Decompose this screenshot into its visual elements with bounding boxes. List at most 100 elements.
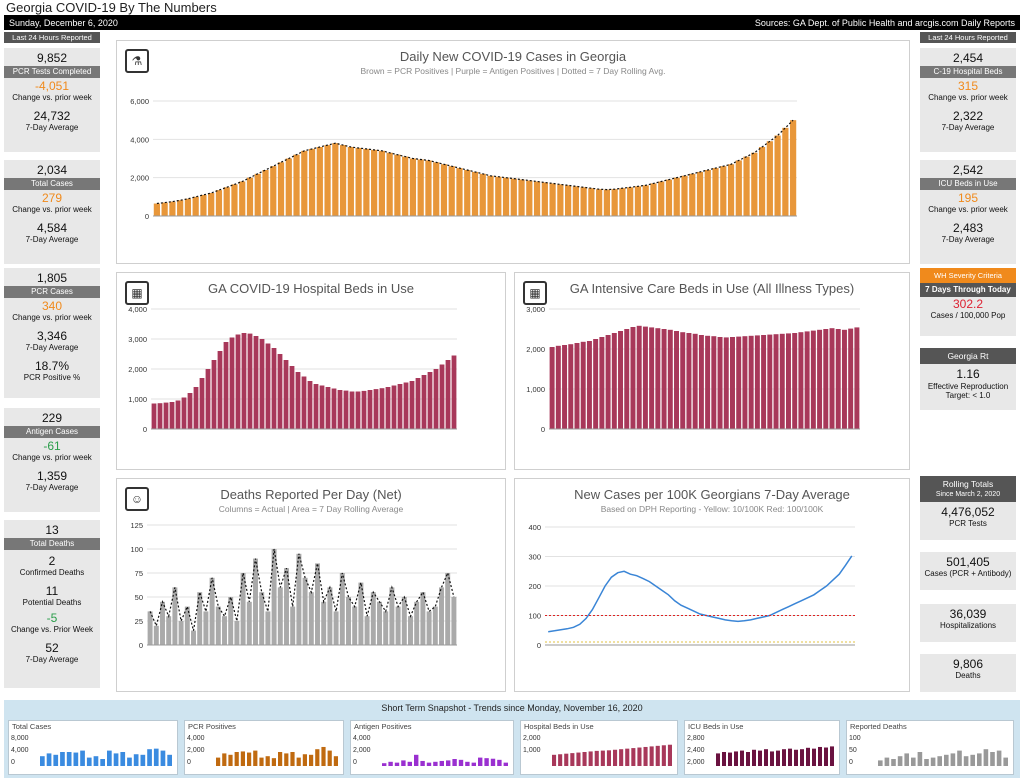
bar [767, 334, 773, 429]
snapshot-label: Hospital Beds in Use [524, 722, 594, 731]
snapshot-bar [113, 753, 119, 766]
snapshot-card: Total Cases 8,000 4,000 0 [8, 720, 178, 775]
stat-average-label: 7-Day Average [941, 235, 995, 245]
snapshot-tick: 2,400 [687, 747, 705, 754]
bar [397, 384, 403, 429]
bar [355, 391, 361, 429]
snapshot-tick: 4,000 [353, 735, 371, 742]
bar [603, 189, 611, 216]
bar [315, 563, 320, 645]
stat-value: 9,852 [36, 51, 68, 65]
snapshot-bar [439, 760, 444, 766]
snapshot-bar [996, 750, 1002, 766]
chart-title-hosp: GA COVID-19 Hospital Beds in Use [208, 281, 414, 296]
snapshot-bar [216, 757, 221, 766]
bar [193, 387, 199, 429]
report-date: Sunday, December 6, 2020 [9, 17, 118, 28]
bar [599, 337, 605, 429]
bar [580, 341, 586, 429]
stat-change: -4,051 [34, 78, 70, 93]
rt-target: Target: < 1.0 [945, 391, 991, 401]
snapshot-bar [401, 760, 406, 766]
snapshot-tick: 2,800 [687, 735, 705, 742]
chart-icu-beds: 3,000 2,000 1,000 0 [526, 305, 860, 434]
bar [751, 152, 758, 216]
stat-change-label: Change vs. prior week [928, 205, 1008, 215]
stat-card: 2,454 C-19 Hospital Beds 315 Change vs. pri… [920, 48, 1016, 152]
bar [200, 194, 207, 216]
bar [283, 360, 289, 429]
bar [153, 203, 160, 216]
bar [270, 166, 277, 216]
stat-average-label: 7-Day Average [25, 343, 79, 353]
bar [205, 369, 211, 429]
bar [203, 611, 209, 645]
snapshot-bar [253, 750, 258, 766]
rolling-hosp: 36,039 [949, 607, 987, 621]
potential-deaths-label: Potential Deaths [22, 598, 82, 608]
bar [574, 343, 580, 429]
snapshot-bar [290, 752, 295, 766]
snapshot-bar [127, 757, 132, 766]
snapshot-bar [740, 750, 744, 766]
bar [774, 135, 781, 216]
right-column: Last 24 Hours Reported [920, 32, 1016, 43]
bar [456, 168, 463, 216]
bar [426, 611, 432, 645]
bar [854, 327, 860, 429]
panel-deaths: ☺ Deaths Reported Per Day (Net) Columns … [116, 478, 506, 692]
y-tick-label: 0 [139, 641, 143, 650]
bar [229, 337, 235, 429]
bar [209, 577, 215, 645]
y-tick-label: 3,000 [526, 305, 545, 314]
bar [642, 185, 649, 216]
chart-sub-cases: Brown = PCR Positives | Purple = Antigen… [360, 66, 666, 76]
bar [698, 335, 704, 429]
hospital-icon: ▦ [125, 281, 149, 305]
snapshot-bar [497, 759, 502, 766]
stat-average-label: 7-Day Average [25, 483, 79, 493]
bar [184, 198, 192, 216]
bar [349, 391, 355, 429]
snapshot-bar [452, 759, 457, 766]
bar [766, 141, 773, 216]
bar [293, 154, 300, 216]
bar [231, 184, 238, 216]
snapshot-bar [80, 750, 85, 766]
stat-change-label: Change vs. prior week [12, 313, 92, 323]
bar [549, 183, 556, 216]
stat-value: 2,454 [952, 51, 984, 65]
bar [748, 335, 754, 429]
bar [181, 397, 187, 429]
snapshot-bar [600, 750, 605, 766]
snapshot-bar [265, 756, 270, 766]
y-tick-label: 75 [135, 569, 143, 578]
snapshot-bar [284, 753, 289, 766]
snapshot-bar [40, 756, 45, 766]
severity-label: Cases / 100,000 Pop [930, 310, 1006, 320]
chart-title-icu: GA Intensive Care Beds in Use (All Illne… [569, 281, 855, 296]
bar [313, 384, 319, 429]
rolling-tests: 4,476,052 [941, 504, 995, 519]
snapshot-card: PCR Positives 4,000 2,000 0 [184, 720, 344, 775]
severity-sub: 7 Days Through Today [920, 283, 1016, 297]
snapshot-bar [302, 754, 307, 766]
bar [301, 150, 308, 216]
stat-label: ICU Beds in Use [920, 178, 1016, 190]
bar [333, 611, 339, 645]
bar [246, 601, 252, 645]
y-tick-label: 100 [130, 545, 143, 554]
snapshot-bar [897, 756, 903, 766]
bar [277, 587, 283, 645]
snapshot-chart: 2,000 1,000 [523, 735, 672, 766]
snapshot-chart: 4,000 2,000 0 [187, 735, 338, 766]
snapshot-bar [86, 757, 92, 766]
bar [187, 393, 193, 429]
stat-label: Total Cases [4, 178, 100, 190]
y-tick-label: 2,000 [526, 345, 545, 354]
chart-sub-deaths: Columns = Actual | Area = 7 Day Rolling … [218, 504, 404, 514]
bar [448, 166, 455, 216]
bar [773, 334, 779, 429]
snapshot-bar [930, 757, 936, 766]
bar [692, 333, 698, 429]
